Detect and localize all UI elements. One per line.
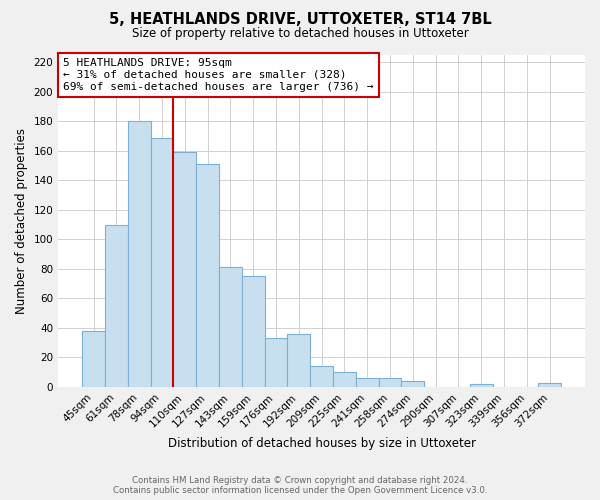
Bar: [310, 366, 333, 387]
Bar: [219, 268, 242, 387]
X-axis label: Distribution of detached houses by size in Uttoxeter: Distribution of detached houses by size …: [167, 437, 476, 450]
Bar: [401, 381, 424, 387]
Bar: [287, 334, 310, 387]
Bar: [196, 164, 219, 387]
Bar: [265, 338, 287, 387]
Bar: [242, 276, 265, 387]
Bar: [105, 224, 128, 387]
Bar: [379, 378, 401, 387]
Bar: [82, 331, 105, 387]
Bar: [333, 372, 356, 387]
Bar: [470, 384, 493, 387]
Bar: [151, 138, 173, 387]
Text: 5, HEATHLANDS DRIVE, UTTOXETER, ST14 7BL: 5, HEATHLANDS DRIVE, UTTOXETER, ST14 7BL: [109, 12, 491, 28]
Bar: [173, 152, 196, 387]
Bar: [356, 378, 379, 387]
Text: Contains HM Land Registry data © Crown copyright and database right 2024.
Contai: Contains HM Land Registry data © Crown c…: [113, 476, 487, 495]
Y-axis label: Number of detached properties: Number of detached properties: [15, 128, 28, 314]
Text: Size of property relative to detached houses in Uttoxeter: Size of property relative to detached ho…: [131, 28, 469, 40]
Text: 5 HEATHLANDS DRIVE: 95sqm
← 31% of detached houses are smaller (328)
69% of semi: 5 HEATHLANDS DRIVE: 95sqm ← 31% of detac…: [64, 58, 374, 92]
Bar: [538, 382, 561, 387]
Bar: [128, 122, 151, 387]
